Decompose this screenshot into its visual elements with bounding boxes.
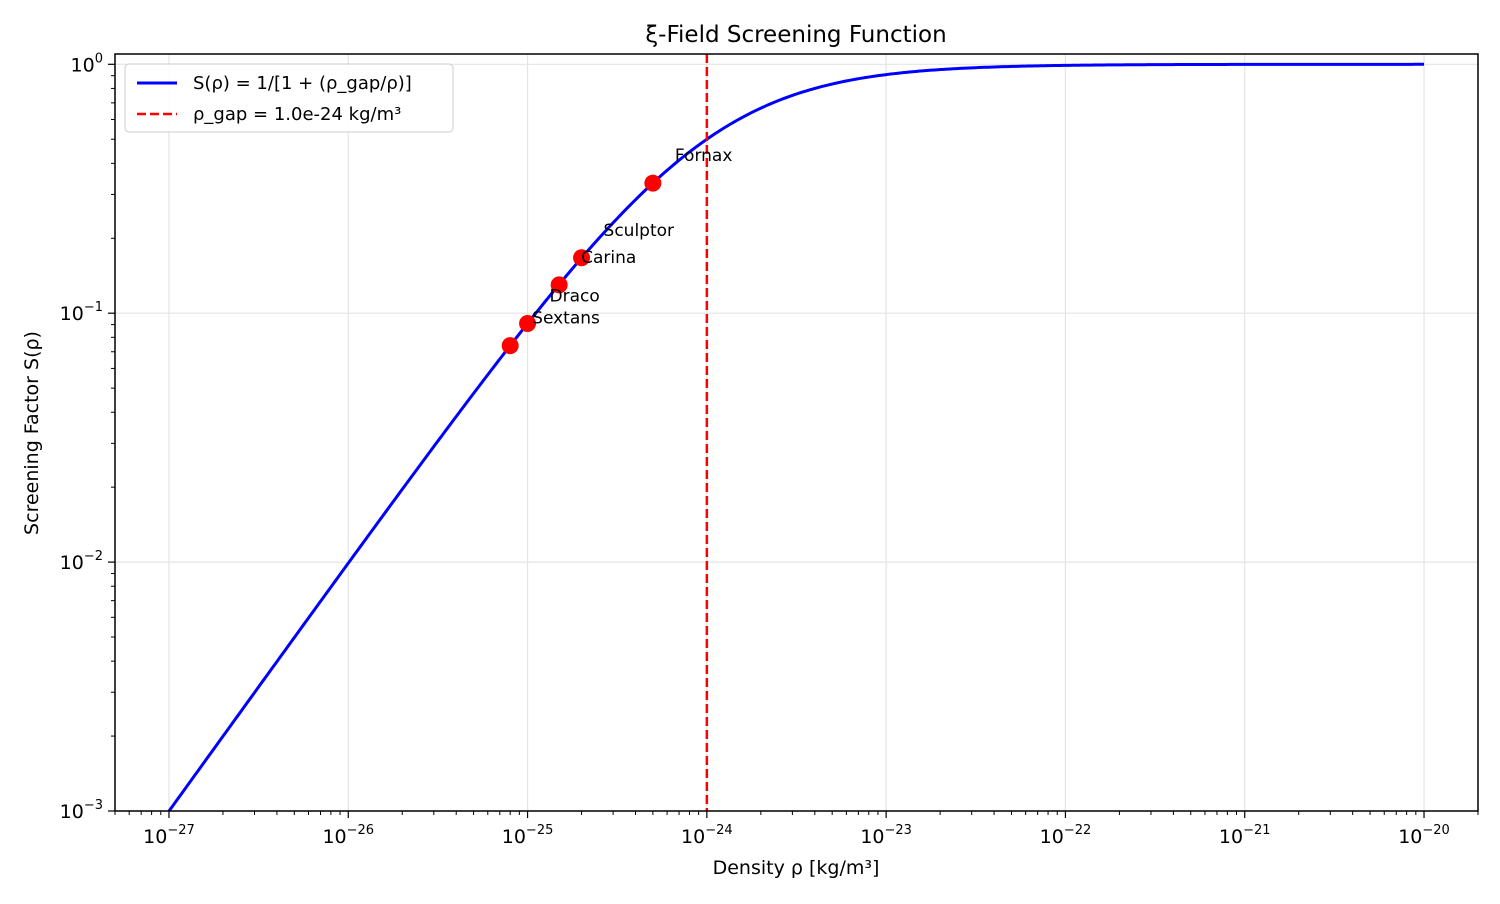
plot-area	[167, 54, 1425, 811]
legend-entry: S(ρ) = 1/[1 + (ρ_gap/ρ)]	[193, 73, 412, 94]
x-tick-label: 10−27	[143, 823, 195, 848]
x-tick-label: 10−20	[1398, 823, 1450, 848]
galaxy-point	[519, 315, 537, 333]
x-tick-label: 10−21	[1219, 823, 1271, 848]
legend-entry: ρ_gap = 1.0e-24 kg/m³	[193, 104, 401, 125]
x-tick-label: 10−25	[502, 823, 554, 848]
galaxy-point	[550, 276, 568, 294]
screening-curve	[167, 62, 1425, 811]
galaxy-point	[573, 249, 591, 267]
y-axis-label: Screening Factor S(ρ)	[21, 331, 43, 535]
galaxy-label: Sculptor	[604, 221, 674, 241]
galaxy-label: Draco	[550, 287, 600, 307]
galaxy-label: Fornax	[675, 146, 733, 166]
grid-lines	[115, 54, 1478, 812]
chart-title: ξ-Field Screening Function	[645, 22, 946, 48]
galaxy-point	[644, 174, 662, 192]
y-tick-label: 10−2	[60, 549, 103, 574]
plot-frame	[114, 53, 1479, 812]
galaxy-label: Carina	[581, 248, 636, 268]
x-axis-label: Density ρ [kg/m³]	[713, 857, 880, 879]
x-tick-label: 10−23	[860, 823, 912, 848]
galaxy-point	[501, 337, 519, 355]
y-tick-label: 100	[71, 51, 103, 76]
galaxy-label: Sextans	[532, 309, 600, 329]
legend: S(ρ) = 1/[1 + (ρ_gap/ρ)] ρ_gap = 1.0e-24 …	[124, 63, 454, 133]
y-tick-label: 10−3	[60, 798, 103, 823]
legend-box	[124, 63, 454, 133]
y-tick-label: 10−1	[60, 300, 103, 325]
x-tick-label: 10−26	[322, 823, 374, 848]
x-tick-label: 10−24	[681, 823, 733, 848]
x-tick-label: 10−22	[1040, 823, 1092, 848]
